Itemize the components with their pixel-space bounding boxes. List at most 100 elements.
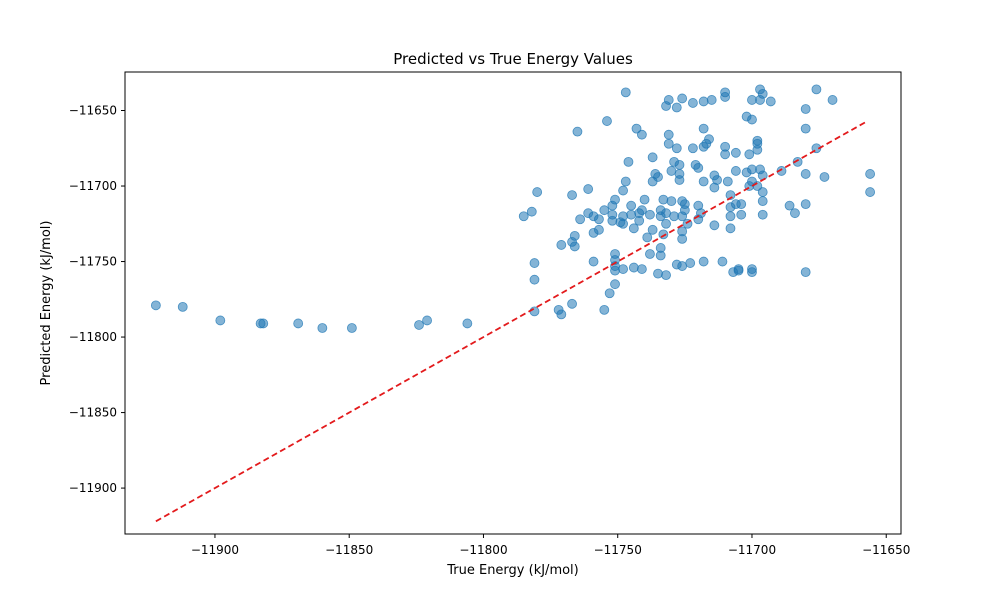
data-point	[819, 172, 830, 182]
data-point	[730, 147, 741, 158]
data-point	[800, 267, 811, 278]
data-point	[722, 176, 733, 187]
data-point	[679, 205, 690, 216]
data-point	[800, 169, 811, 179]
data-point	[518, 211, 529, 222]
data-point	[567, 298, 577, 309]
data-point	[671, 102, 682, 113]
data-point	[653, 172, 663, 182]
data-point	[757, 89, 768, 99]
y-tick-label: −11850	[69, 406, 117, 420]
data-point	[556, 240, 567, 250]
data-point	[757, 187, 768, 197]
data-point	[784, 200, 795, 211]
x-tick-label: −11700	[728, 543, 776, 557]
data-point	[865, 187, 876, 197]
data-point	[645, 249, 655, 259]
data-point	[569, 241, 580, 252]
data-point	[725, 211, 736, 222]
data-point	[757, 209, 768, 220]
data-point	[655, 250, 666, 261]
plot-area-frame	[124, 71, 902, 535]
data-point	[317, 323, 328, 333]
x-tick-label: −11900	[191, 543, 239, 557]
data-point	[618, 185, 628, 196]
data-point	[623, 156, 634, 167]
data-point	[293, 318, 304, 329]
data-point	[661, 218, 671, 229]
data-point	[704, 134, 714, 145]
y-tick-label: −11700	[69, 179, 117, 193]
data-point	[757, 170, 768, 181]
x-tick-label: −11650	[862, 543, 910, 557]
data-point	[532, 187, 543, 197]
data-point	[422, 315, 432, 326]
data-point	[800, 123, 811, 134]
data-point	[610, 265, 620, 276]
data-point	[588, 256, 599, 267]
chart-title: Predicted vs True Energy Values	[393, 50, 633, 68]
data-point	[663, 138, 674, 149]
data-point	[666, 196, 677, 207]
y-axis-label: Predicted Energy (kJ/mol)	[39, 221, 54, 386]
data-point	[747, 95, 757, 105]
data-point	[688, 143, 698, 154]
data-point	[661, 270, 671, 281]
data-point	[414, 320, 424, 330]
data-point	[677, 93, 688, 104]
data-point	[685, 258, 696, 268]
data-point	[733, 264, 744, 274]
data-point	[674, 175, 685, 185]
data-point	[636, 205, 647, 216]
y-axis-ticks: −11900 −11850 −11800 −11750 −11700 −11650	[69, 104, 125, 495]
x-tick-label: −11850	[325, 543, 373, 557]
data-point	[620, 176, 631, 187]
data-point	[575, 214, 586, 225]
data-point	[626, 200, 637, 211]
data-point	[529, 306, 540, 317]
data-point	[671, 143, 682, 154]
data-point	[653, 268, 663, 279]
data-point	[645, 209, 655, 220]
data-point	[706, 95, 717, 105]
data-point	[177, 301, 188, 312]
x-axis-ticks: −11900 −11850 −11800 −11750 −11700 −11650	[191, 534, 910, 557]
data-point	[526, 206, 537, 217]
data-point	[529, 274, 540, 285]
data-point	[462, 318, 473, 329]
data-point	[594, 224, 604, 235]
data-point	[736, 209, 747, 220]
data-point	[594, 214, 604, 225]
data-point	[717, 256, 728, 267]
points-layer	[150, 84, 876, 333]
data-point	[827, 95, 838, 105]
data-point	[725, 190, 736, 200]
reference-line-layer	[155, 120, 868, 523]
data-point	[620, 87, 631, 98]
data-point	[698, 176, 709, 187]
data-point	[258, 318, 269, 329]
y-tick-label: −11800	[69, 330, 117, 344]
data-point	[730, 166, 741, 176]
x-tick-label: −11800	[459, 543, 507, 557]
data-point	[790, 208, 800, 219]
data-point	[610, 279, 620, 290]
data-point	[628, 262, 639, 273]
data-point	[698, 123, 709, 134]
data-point	[346, 323, 357, 333]
data-point	[636, 264, 647, 274]
data-point	[602, 116, 612, 126]
data-point	[215, 315, 226, 326]
data-point	[599, 304, 610, 315]
data-point	[752, 138, 763, 149]
data-point	[800, 199, 811, 210]
data-point	[647, 224, 658, 235]
data-point	[800, 104, 811, 114]
y-tick-label: −11750	[69, 255, 117, 269]
data-point	[865, 169, 876, 179]
data-point	[720, 92, 731, 102]
data-point	[765, 96, 776, 107]
y-tick-label: −11650	[69, 104, 117, 118]
data-point	[626, 209, 637, 220]
